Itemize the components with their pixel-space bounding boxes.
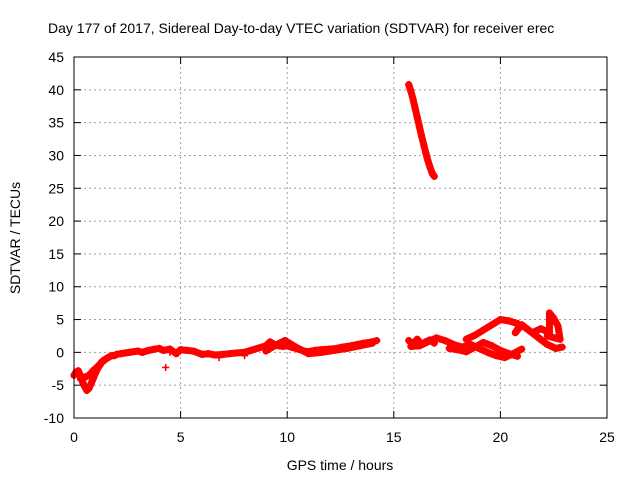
x-tick-label: 10 xyxy=(279,429,295,445)
x-tick-label: 20 xyxy=(493,429,509,445)
x-axis-label: GPS time / hours xyxy=(287,457,394,473)
data-point xyxy=(162,363,170,371)
axis-ticks: 0 5 10 15 20 25 -10 -5 0 5 10 15 20 25 30 35 40 45 xyxy=(44,49,615,445)
y-tick-label: -5 xyxy=(52,377,65,393)
data-point xyxy=(543,332,551,340)
chart-title: Day 177 of 2017, Sidereal Day-to-day VTE… xyxy=(48,20,554,36)
y-tick-label: 25 xyxy=(48,180,64,196)
y-tick-label: 40 xyxy=(48,82,64,98)
x-tick-label: 25 xyxy=(599,429,615,445)
data-point xyxy=(430,172,438,180)
y-axis-label: SDTVAR / TECUs xyxy=(7,182,23,294)
y-tick-label: 0 xyxy=(56,344,64,360)
x-tick-label: 0 xyxy=(70,429,78,445)
y-tick-label: 45 xyxy=(48,49,64,65)
y-tick-label: -10 xyxy=(44,410,64,426)
plot-frame xyxy=(73,56,608,419)
data-point xyxy=(241,352,249,360)
y-tick-label: 5 xyxy=(56,312,64,328)
data-point xyxy=(368,339,376,347)
data-point xyxy=(102,355,110,363)
data-point xyxy=(518,345,526,353)
data-point xyxy=(558,343,566,351)
data-point xyxy=(513,352,521,360)
x-tick-label: 15 xyxy=(386,429,402,445)
y-tick-label: 15 xyxy=(48,246,64,262)
y-tick-label: 10 xyxy=(48,279,64,295)
x-tick-label: 5 xyxy=(177,429,185,445)
y-tick-label: 35 xyxy=(48,115,64,131)
y-tick-label: 20 xyxy=(48,213,64,229)
y-tick-label: 30 xyxy=(48,147,64,163)
data-point xyxy=(215,354,223,362)
data-point xyxy=(166,348,174,356)
data-points xyxy=(70,81,566,394)
